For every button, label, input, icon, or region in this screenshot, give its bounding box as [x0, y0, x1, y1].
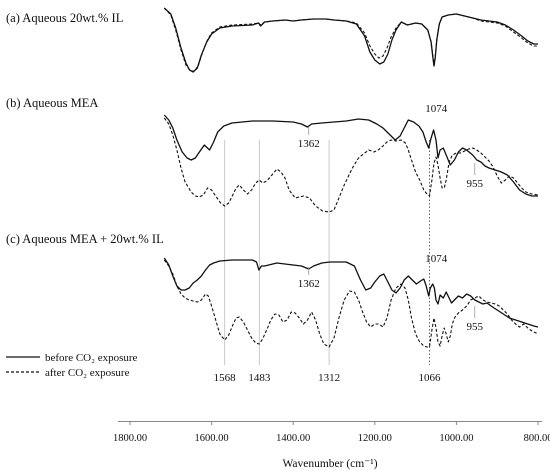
panel-label-a: (a) Aqueous 20wt.% IL [6, 11, 123, 25]
x-tick-label-1800: 1800.00 [113, 433, 147, 444]
reference-lines [224, 140, 430, 365]
marker-label-1568: 1568 [214, 372, 237, 384]
annotations: 1568 1483 1312 1066 (a) Aqueous 20wt.% IL (b)… [6, 11, 484, 384]
marker-label-1066: 1066 [418, 372, 441, 384]
panel-label-b: (b) Aqueous MEA [6, 96, 98, 110]
legend-label-before: before CO₂ exposure [45, 352, 138, 364]
x-tick-label-1000: 1000.00 [439, 433, 473, 444]
x-axis-ticks: 1800.00 1600.00 1400.00 1200.00 1000.00 800.0… [113, 421, 550, 444]
marker-label-1312: 1312 [318, 372, 340, 384]
marker-label-1483: 1483 [248, 372, 271, 384]
peak-label-1074: 1074 [425, 253, 448, 265]
spectra-lines [163, 7, 539, 348]
panel-b-before-line [163, 114, 538, 197]
panel-c-before-line [163, 257, 539, 328]
peak-label-955: 955 [467, 178, 484, 190]
peak-label-1074: 1074 [425, 103, 448, 115]
x-tick-label-1600: 1600.00 [195, 433, 229, 444]
x-axis-label: Wavenumber (cm⁻¹) [282, 458, 377, 470]
peak-label-955: 955 [467, 321, 484, 333]
panel-a-after-line [163, 7, 538, 72]
x-tick-label-1400: 1400.00 [276, 433, 310, 444]
x-tick-label-1200: 1200.00 [358, 433, 392, 444]
x-tick-label-800: 800.00 [524, 433, 550, 444]
legend: before CO₂ exposure after CO₂ exposure [6, 352, 138, 379]
legend-label-after: after CO₂ exposure [45, 367, 130, 379]
panel-label-c: (c) Aqueous MEA + 20wt.% IL [6, 232, 164, 246]
peak-label-1362: 1362 [298, 278, 320, 290]
peak-label-1362: 1362 [298, 138, 320, 150]
panel-a-before-line [163, 7, 538, 73]
panel-b-after-line [163, 117, 539, 213]
panel-c-after-line [163, 259, 538, 348]
